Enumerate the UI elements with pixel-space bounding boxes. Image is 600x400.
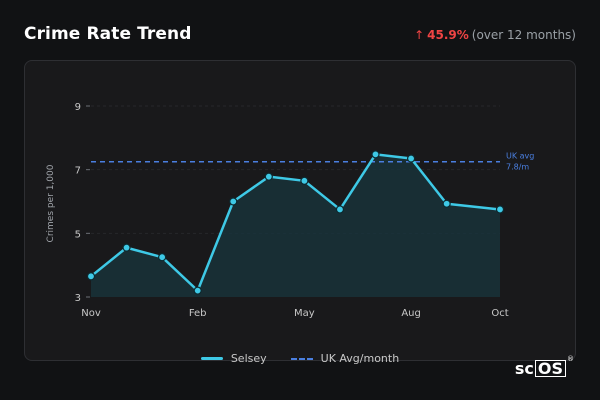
data-point [442,199,451,208]
chart-title: Crime Rate Trend [24,24,192,44]
data-point [229,197,238,206]
x-tick-label: Feb [189,308,207,319]
data-point [335,205,345,214]
x-tick-label: Nov [81,308,101,319]
x-tick-label: May [294,308,315,319]
data-point [406,154,416,163]
y-tick-label: 5 [75,229,81,240]
change-indicator: ↑ 45.9% (over 12 months) [414,28,576,42]
legend-line-swatch [200,357,223,360]
change-percent: 45.9% [427,28,469,42]
scos-logo: sc OS ® [514,355,574,378]
legend-item-uk-avg[interactable]: UK Avg/month [290,352,400,365]
y-tick-label: 3 [75,293,81,304]
x-tick-label: Aug [401,308,421,319]
series-line-selsey [89,153,502,292]
y-axis-label: Crimes per 1,000 [46,164,56,242]
y-tick-label: 7 [75,166,81,177]
legend-dash-swatch [290,357,313,360]
data-point [86,272,96,281]
y-tick-label: 9 [75,102,81,113]
series-area [91,154,500,297]
change-period: (over 12 months) [471,28,576,42]
legend-label-uk-avg: UK Avg/month [320,352,400,365]
data-point [264,172,273,181]
x-tick-label: Oct [491,308,508,319]
chart-legend: Selsey UK Avg/month [0,352,600,365]
uk-avg-value-label: 7.8/m [506,163,529,172]
data-point [371,150,380,159]
data-point [300,176,309,185]
data-point [158,253,167,262]
data-point [122,243,131,252]
legend-label-selsey: Selsey [230,352,267,365]
uk-avg-label: UK avg [506,152,534,161]
data-point [193,286,202,295]
up-arrow-icon: ↑ [414,28,425,42]
legend-item-selsey[interactable]: Selsey [200,352,267,365]
data-point [495,205,505,214]
